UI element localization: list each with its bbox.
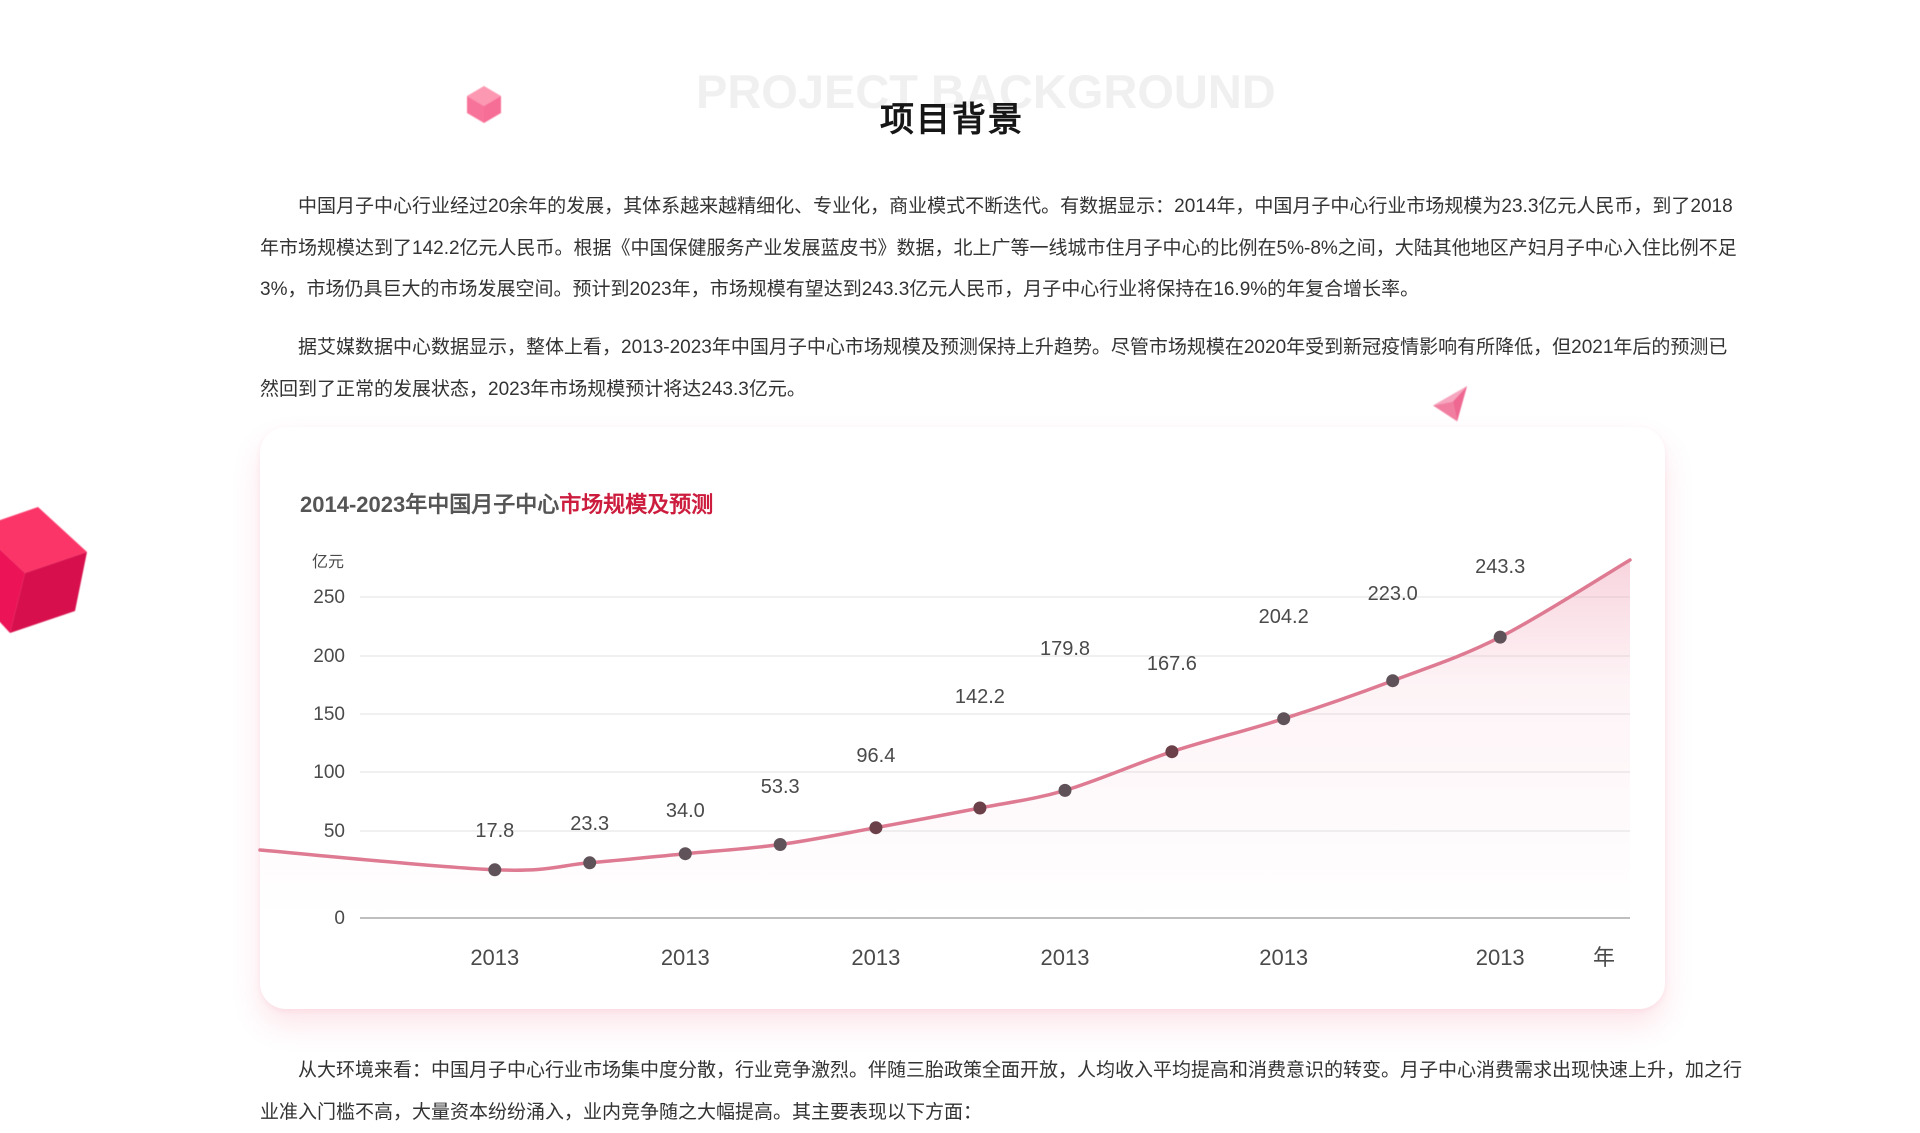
svg-text:2013: 2013 (1041, 945, 1090, 970)
svg-text:150: 150 (313, 704, 345, 725)
svg-text:2013: 2013 (851, 945, 900, 970)
svg-text:23.3: 23.3 (570, 813, 609, 835)
svg-text:2013: 2013 (661, 945, 710, 970)
svg-text:53.3: 53.3 (761, 776, 800, 798)
svg-text:100: 100 (313, 762, 345, 783)
svg-text:204.2: 204.2 (1259, 606, 1309, 628)
svg-text:223.0: 223.0 (1368, 583, 1418, 605)
svg-text:年: 年 (1593, 945, 1615, 970)
svg-text:179.8: 179.8 (1040, 638, 1090, 660)
svg-text:250: 250 (313, 587, 345, 608)
svg-text:亿元: 亿元 (312, 553, 344, 571)
svg-text:34.0: 34.0 (666, 800, 705, 822)
svg-text:2013: 2013 (1476, 945, 1525, 970)
svg-text:243.3: 243.3 (1475, 556, 1525, 578)
svg-text:200: 200 (313, 646, 345, 667)
svg-text:142.2: 142.2 (955, 686, 1005, 708)
svg-text:167.6: 167.6 (1147, 653, 1197, 675)
svg-text:96.4: 96.4 (856, 745, 895, 767)
svg-text:2013: 2013 (470, 945, 519, 970)
svg-text:2013: 2013 (1259, 945, 1308, 970)
svg-text:17.8: 17.8 (475, 820, 514, 842)
svg-text:50: 50 (324, 821, 345, 842)
